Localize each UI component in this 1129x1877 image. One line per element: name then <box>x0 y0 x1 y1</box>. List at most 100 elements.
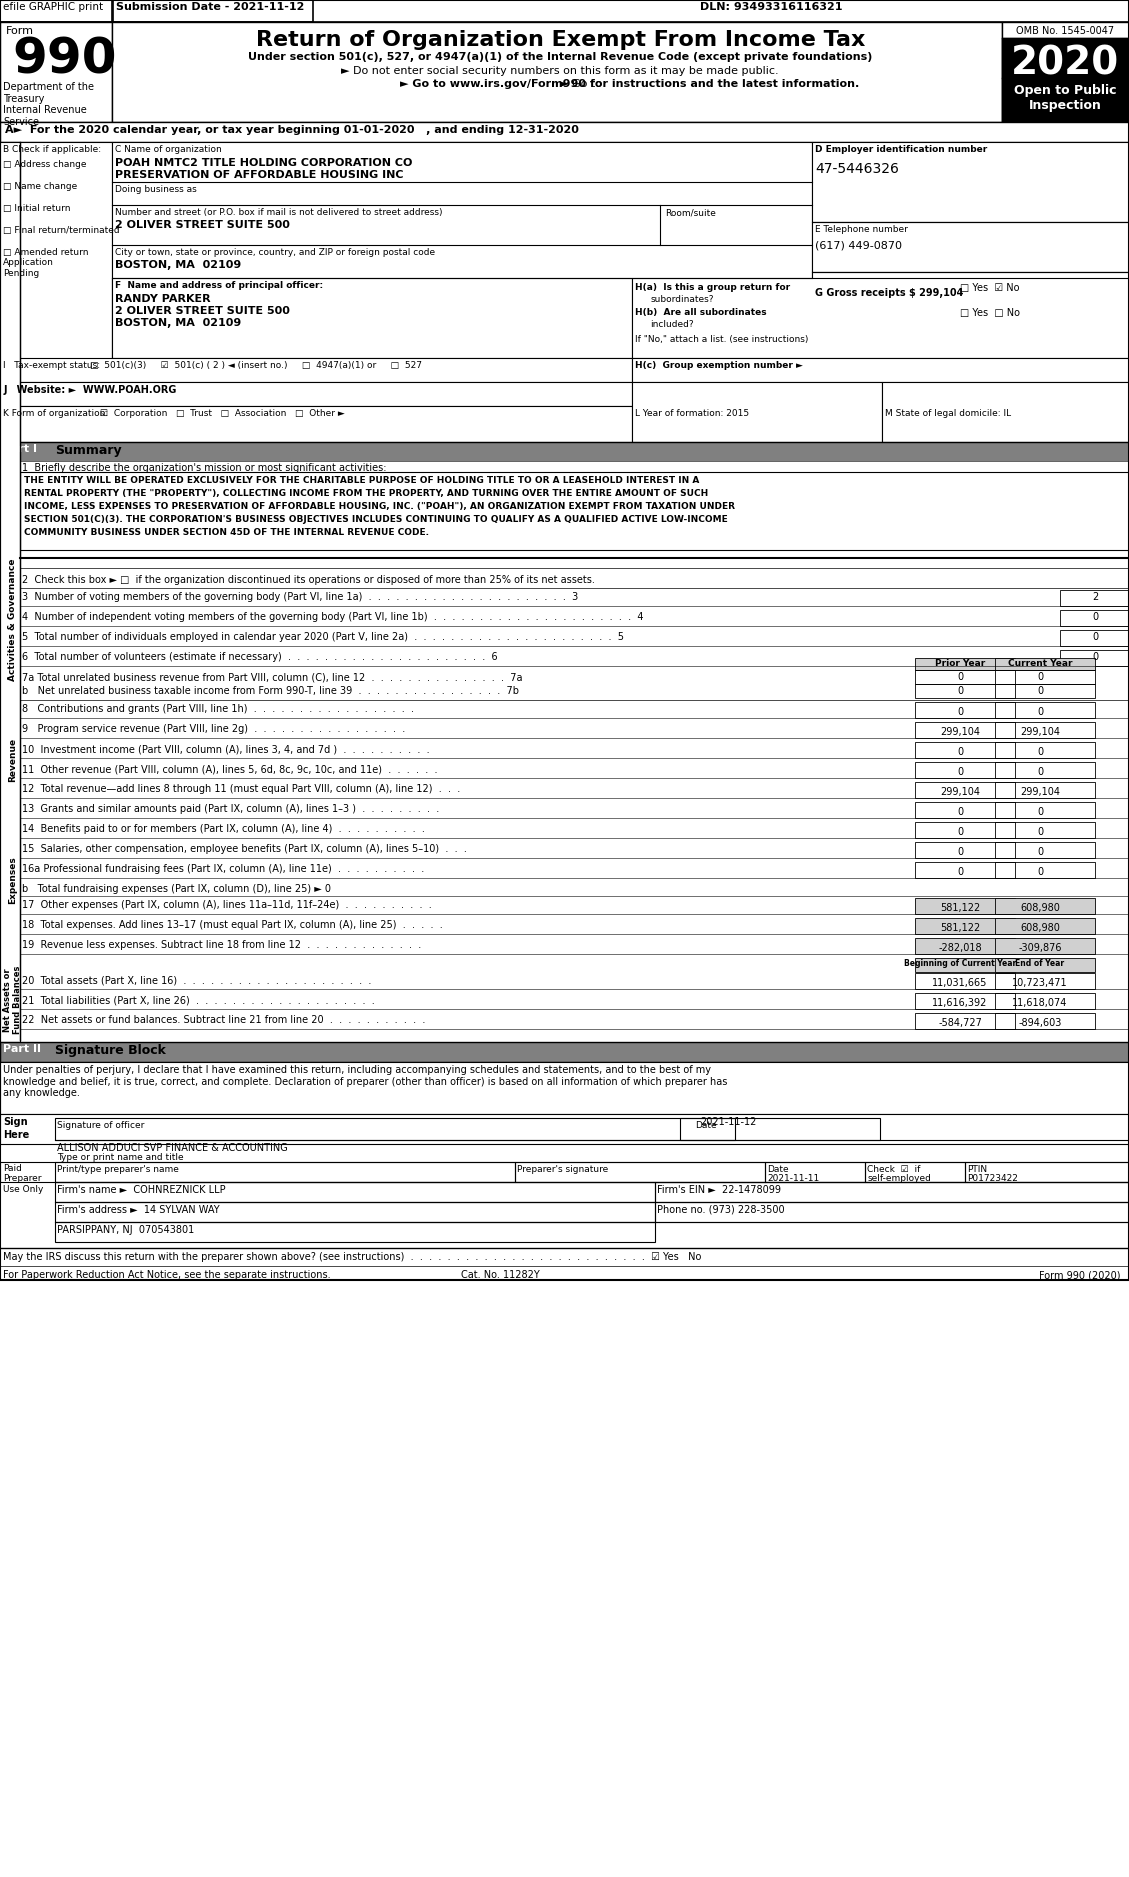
Bar <box>113 278 632 359</box>
Text: 21  Total liabilities (Part X, line 26)  .  .  .  .  .  .  .  .  .  .  .  .  .  : 21 Total liabilities (Part X, line 26) .… <box>23 995 375 1004</box>
Text: Under penalties of perjury, I declare that I have examined this return, includin: Under penalties of perjury, I declare th… <box>3 1064 728 1098</box>
Bar <box>0 0 1129 1280</box>
Text: 16a Professional fundraising fees (Part IX, column (A), line 11e)  .  .  .  .  .: 16a Professional fundraising fees (Part … <box>23 863 425 875</box>
Text: □ Address change: □ Address change <box>3 160 87 169</box>
Text: Form: Form <box>6 26 34 36</box>
Bar <box>916 993 1015 1010</box>
Text: Firm's EIN ►  22-1478099: Firm's EIN ► 22-1478099 <box>657 1184 781 1196</box>
Text: □ Yes  ☑ No: □ Yes ☑ No <box>960 283 1019 293</box>
Bar <box>1003 79 1129 122</box>
Bar <box>0 1115 1129 1143</box>
Bar <box>0 405 632 441</box>
Text: 608,980: 608,980 <box>1021 923 1060 933</box>
Text: Return of Organization Exempt From Income Tax: Return of Organization Exempt From Incom… <box>255 30 865 51</box>
Text: 20  Total assets (Part X, line 16)  .  .  .  .  .  .  .  .  .  .  .  .  .  .  . : 20 Total assets (Part X, line 16) . . . … <box>23 974 371 985</box>
Text: I   Tax-exempt status:: I Tax-exempt status: <box>3 360 100 370</box>
Bar <box>55 1119 735 1139</box>
Bar <box>916 683 1015 698</box>
Text: 0: 0 <box>1036 672 1043 681</box>
Text: -282,018: -282,018 <box>938 942 982 954</box>
Text: 608,980: 608,980 <box>1021 903 1060 912</box>
Text: 22  Net assets or fund balances. Subtract line 21 from line 20  .  .  .  .  .  .: 22 Net assets or fund balances. Subtract… <box>23 1015 426 1025</box>
Bar <box>916 822 1015 837</box>
Text: 0: 0 <box>1036 768 1043 777</box>
Bar <box>916 972 1015 989</box>
Text: Open to Public
Inspection: Open to Public Inspection <box>1014 84 1117 113</box>
Bar <box>965 1162 1129 1183</box>
Bar <box>0 441 1129 462</box>
Text: COMMUNITY BUSINESS UNDER SECTION 45D OF THE INTERNAL REVENUE CODE.: COMMUNITY BUSINESS UNDER SECTION 45D OF … <box>25 527 429 537</box>
Text: 11,616,392: 11,616,392 <box>933 999 988 1008</box>
Text: 0: 0 <box>1036 685 1043 696</box>
Text: P01723422: P01723422 <box>968 1173 1018 1183</box>
Bar <box>995 897 1095 914</box>
Text: 0: 0 <box>957 867 963 877</box>
Bar <box>113 23 1003 122</box>
Bar <box>632 383 882 441</box>
Text: □ Amended return
Application
Pending: □ Amended return Application Pending <box>3 248 89 278</box>
Text: 299,104: 299,104 <box>940 786 980 798</box>
Text: G Gross receipts $ 299,104: G Gross receipts $ 299,104 <box>815 287 963 298</box>
Bar <box>0 1162 1129 1183</box>
Bar <box>55 1183 655 1201</box>
Text: Signature Block: Signature Block <box>55 1044 166 1057</box>
Text: For Paperwork Reduction Act Notice, see the separate instructions.: For Paperwork Reduction Act Notice, see … <box>3 1271 331 1280</box>
Text: 0: 0 <box>1092 612 1099 621</box>
Text: self-employed: self-employed <box>867 1173 931 1183</box>
Text: Expenses: Expenses <box>8 856 17 905</box>
Text: 0: 0 <box>957 672 963 681</box>
Bar <box>916 957 1015 972</box>
Text: ► Go to www.irs.gov/Form990 for instructions and the latest information.: ► Go to www.irs.gov/Form990 for instruct… <box>401 79 859 88</box>
Bar <box>55 1201 655 1222</box>
Text: 13  Grants and similar amounts paid (Part IX, column (A), lines 1–3 )  .  .  .  : 13 Grants and similar amounts paid (Part… <box>23 803 439 815</box>
Text: 6  Total number of volunteers (estimate if necessary)  .  .  .  .  .  .  .  .  .: 6 Total number of volunteers (estimate i… <box>23 651 498 663</box>
Text: If "No," attach a list. (see instructions): If "No," attach a list. (see instruction… <box>636 334 808 343</box>
Text: 581,122: 581,122 <box>940 903 980 912</box>
Text: Preparer's signature: Preparer's signature <box>517 1166 609 1173</box>
Text: 0: 0 <box>957 847 963 858</box>
Text: DLN: 93493316116321: DLN: 93493316116321 <box>700 2 842 11</box>
Bar <box>680 1119 881 1139</box>
Text: 4  Number of independent voting members of the governing body (Part VI, line 1b): 4 Number of independent voting members o… <box>23 612 644 621</box>
Bar <box>995 972 1095 989</box>
Text: 0: 0 <box>957 807 963 816</box>
Bar <box>0 383 632 405</box>
Text: 0: 0 <box>1036 807 1043 816</box>
Text: Phone no. (973) 228-3500: Phone no. (973) 228-3500 <box>657 1205 785 1214</box>
Text: □ Name change: □ Name change <box>3 182 78 191</box>
Text: 15  Salaries, other compensation, employee benefits (Part IX, column (A), lines : 15 Salaries, other compensation, employe… <box>23 845 467 854</box>
Text: ► Go to: ► Go to <box>560 79 605 88</box>
Bar <box>995 741 1095 758</box>
Text: 2020: 2020 <box>1010 43 1119 83</box>
Bar <box>655 1201 1129 1222</box>
Bar <box>916 741 1015 758</box>
Bar <box>916 897 1015 914</box>
Text: Print/type preparer's name: Print/type preparer's name <box>58 1166 180 1173</box>
Text: RANDY PARKER: RANDY PARKER <box>115 295 211 304</box>
Bar <box>995 670 1095 683</box>
Text: 5  Total number of individuals employed in calendar year 2020 (Part V, line 2a) : 5 Total number of individuals employed i… <box>23 633 624 642</box>
Text: City or town, state or province, country, and ZIP or foreign postal code: City or town, state or province, country… <box>115 248 436 257</box>
Text: Doing business as: Doing business as <box>115 186 198 193</box>
Bar <box>1003 38 1129 79</box>
Text: L Year of formation: 2015: L Year of formation: 2015 <box>636 409 750 419</box>
Bar <box>916 670 1015 683</box>
Text: Under section 501(c), 527, or 4947(a)(1) of the Internal Revenue Code (except pr: Under section 501(c), 527, or 4947(a)(1)… <box>248 53 873 62</box>
Bar <box>995 783 1095 798</box>
Text: 0: 0 <box>1036 747 1043 756</box>
Text: 0: 0 <box>957 768 963 777</box>
Bar <box>995 659 1095 670</box>
Text: b   Total fundraising expenses (Part IX, column (D), line 25) ► 0: b Total fundraising expenses (Part IX, c… <box>23 884 332 893</box>
Text: Department of the
Treasury
Internal Revenue
Service: Department of the Treasury Internal Reve… <box>3 83 95 128</box>
Bar <box>1060 649 1129 666</box>
Text: efile GRAPHIC print: efile GRAPHIC print <box>3 2 104 11</box>
Bar <box>0 23 113 122</box>
Bar <box>812 272 1129 323</box>
Text: ► Do not enter social security numbers on this form as it may be made public.: ► Do not enter social security numbers o… <box>341 66 779 75</box>
Text: Sign: Sign <box>3 1117 28 1126</box>
Text: D Employer identification number: D Employer identification number <box>815 145 988 154</box>
Text: 8   Contributions and grants (Part VIII, line 1h)  .  .  .  .  .  .  .  .  .  . : 8 Contributions and grants (Part VIII, l… <box>23 704 414 713</box>
Bar <box>812 221 1129 272</box>
Text: Summary: Summary <box>55 445 122 456</box>
Text: □ Initial return: □ Initial return <box>3 205 71 212</box>
